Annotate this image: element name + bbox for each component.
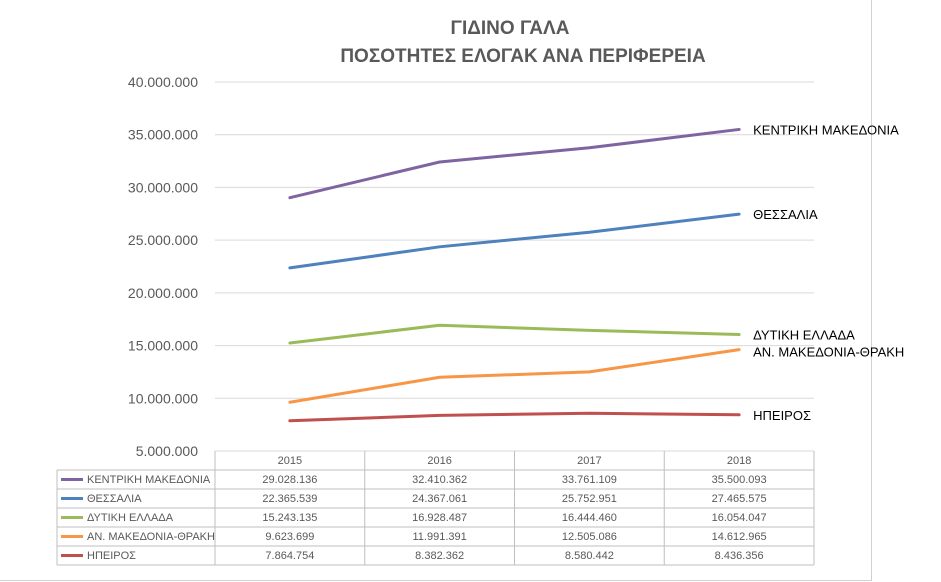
y-tick-label: 35.000.000 xyxy=(128,127,198,143)
y-tick-label: 25.000.000 xyxy=(128,232,198,248)
x-category-label: 2017 xyxy=(577,455,601,467)
table-cell-value: 16.928.487 xyxy=(412,512,467,524)
series-end-labels: ΚΕΝΤΡΙΚΗ ΜΑΚΕΔΟΝΙΑ ΘΕΣΣΑΛΙΑ ΔΥΤΙΚΗ ΕΛΛΑΔΑ Α… xyxy=(753,122,904,422)
table-cell-value: 32.410.362 xyxy=(412,474,467,486)
y-tick-label: 15.000.000 xyxy=(128,338,198,354)
table-cell-value: 24.367.061 xyxy=(412,493,467,505)
y-tick-label: 5.000.000 xyxy=(136,443,198,459)
table-cell-value: 16.444.460 xyxy=(562,512,617,524)
series-line xyxy=(288,212,741,270)
series-end-label: ΑΝ. ΜΑΚΕΔΟΝΙΑ-ΘΡΑΚΗ xyxy=(753,344,904,359)
table-cell-value: 7.864.754 xyxy=(265,550,314,562)
y-tick-label: 40.000.000 xyxy=(128,74,198,90)
table-cell-value: 16.054.047 xyxy=(712,512,767,524)
table-cell-value: 12.505.086 xyxy=(562,531,617,543)
table-cell-value: 25.752.951 xyxy=(562,493,617,505)
table-cell-value: 11.991.391 xyxy=(413,531,467,543)
chart-frame xyxy=(0,0,872,581)
legend-label: ΚΕΝΤΡΙΚΗ ΜΑΚΕΔΟΝΙΑ xyxy=(87,474,211,486)
series-line xyxy=(288,127,741,200)
series-end-label: ΗΠΕΙΡΟΣ xyxy=(753,408,811,423)
y-tick-label: 10.000.000 xyxy=(128,390,198,406)
table-cell-value: 8.580.442 xyxy=(565,550,614,562)
data-table: 2015 2016 2017 2018 ΚΕΝΤΡΙΚΗ ΜΑΚΕΔΟΝΙΑ 29.028… xyxy=(56,451,815,566)
table-cell-value: 27.465.575 xyxy=(712,493,767,505)
table-cell-value: 35.500.093 xyxy=(712,474,767,486)
table-cell-value: 29.028.136 xyxy=(262,474,317,486)
legend-label: ΘΕΣΣΑΛΙΑ xyxy=(87,493,142,505)
y-tick-label: 30.000.000 xyxy=(128,179,198,195)
series-lines xyxy=(288,127,741,423)
y-tick-label: 20.000.000 xyxy=(128,285,198,301)
table-cell-value: 33.761.109 xyxy=(562,474,617,486)
series-line xyxy=(288,348,741,404)
series-line xyxy=(288,411,741,423)
x-category-label: 2018 xyxy=(727,455,751,467)
legend-label: ΑΝ. ΜΑΚΕΔΟΝΙΑ-ΘΡΑΚΗ xyxy=(87,531,215,543)
chart-title-line1: ΓΙΔΙΝΟ ΓΑΛΑ xyxy=(451,18,570,39)
legend-label: ΔΥΤΙΚΗ ΕΛΛΑΔΑ xyxy=(87,512,174,524)
x-category-label: 2016 xyxy=(427,455,451,467)
legend-label: ΗΠΕΙΡΟΣ xyxy=(87,550,136,562)
table-cell-value: 14.612.965 xyxy=(712,531,767,543)
series-end-label: ΔΥΤΙΚΗ ΕΛΛΑΔΑ xyxy=(753,327,855,342)
table-cell-value: 8.436.356 xyxy=(715,550,764,562)
table-cell-value: 22.365.539 xyxy=(262,493,317,505)
y-axis-tick-labels: 5.000.000 10.000.000 15.000.000 20.000.000 2… xyxy=(128,74,198,459)
table-cell-value: 9.623.699 xyxy=(265,531,314,543)
chart-title-line2: ΠΟΣΟΤΗΤΕΣ ΕΛΟΓΑΚ ΑΝΑ ΠΕΡΙΦΕΡΕΙΑ xyxy=(340,46,706,67)
table-cell-value: 8.382.362 xyxy=(415,550,464,562)
x-category-label: 2015 xyxy=(278,455,302,467)
series-end-label: ΘΕΣΣΑΛΙΑ xyxy=(753,207,818,222)
table-cell-value: 15.243.135 xyxy=(262,512,317,524)
series-end-label: ΚΕΝΤΡΙΚΗ ΜΑΚΕΔΟΝΙΑ xyxy=(753,122,899,137)
series-line xyxy=(288,323,741,345)
